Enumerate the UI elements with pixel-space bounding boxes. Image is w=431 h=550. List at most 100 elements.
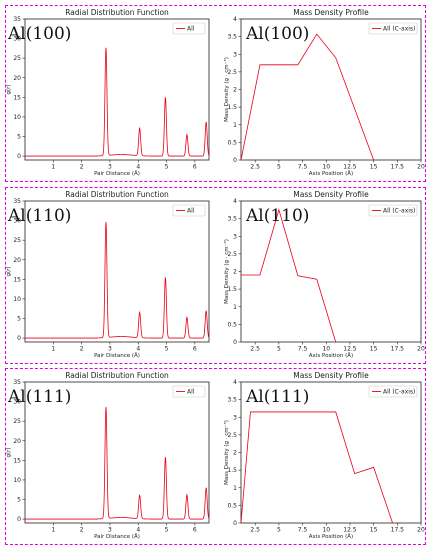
chart-title: Mass Density Profile — [293, 8, 369, 17]
y-tick-label: 25 — [13, 55, 21, 62]
x-tick-label: 3 — [108, 164, 112, 171]
y-tick-label: 35 — [13, 16, 21, 23]
y-axis-label: g(r) — [6, 84, 12, 94]
x-tick-label: 5 — [277, 346, 281, 353]
y-tick-label: 1.5 — [227, 286, 237, 293]
y-tick-label: 35 — [13, 379, 21, 386]
y-tick-label: 3 — [233, 233, 237, 240]
y-tick-label: 20 — [13, 438, 21, 445]
y-tick-label: 2 — [233, 450, 237, 457]
legend-label: All (C-axis) — [383, 208, 415, 215]
series-line — [240, 33, 375, 161]
y-tick-label: 0.5 — [227, 321, 237, 328]
x-tick-label: 12.5 — [343, 527, 357, 534]
y-tick-label: 15 — [13, 457, 21, 464]
y-tick-label: 3.5 — [227, 397, 237, 404]
y-axis-label: Mass Density (g · cm⁻³) — [223, 57, 230, 122]
y-tick-label: 30 — [13, 399, 21, 406]
y-axis-label: Mass Density (g · cm⁻³) — [223, 420, 230, 485]
legend-box — [172, 204, 206, 217]
plot-frame — [24, 381, 210, 524]
series-line — [25, 406, 210, 520]
x-tick-label: 7.5 — [298, 164, 308, 171]
x-tick-label: 1 — [51, 164, 55, 171]
x-tick-label: 17.5 — [391, 164, 405, 171]
y-tick-label: 0.5 — [227, 502, 237, 509]
chart-title: Mass Density Profile — [293, 190, 369, 199]
x-tick-label: 5 — [277, 527, 281, 534]
y-tick-label: 4 — [233, 198, 237, 205]
plot-frame — [24, 200, 210, 343]
x-tick-label: 4 — [136, 164, 140, 171]
y-tick-label: 5 — [17, 134, 21, 141]
x-tick-label: 12.5 — [343, 346, 357, 353]
x-tick-label: 15 — [370, 346, 378, 353]
y-tick-label: 30 — [13, 36, 21, 43]
x-axis-label: Pair Distance (Å) — [94, 352, 140, 359]
x-tick-label: 10 — [322, 527, 330, 534]
x-tick-label: 1 — [51, 346, 55, 353]
y-tick-label: 2 — [233, 269, 237, 276]
y-tick-label: 1.5 — [227, 104, 237, 111]
y-tick-label: 1 — [233, 304, 237, 311]
structure-label: Al(111) — [245, 387, 309, 407]
legend-label: All (C-axis) — [383, 26, 415, 33]
y-tick-label: 5 — [17, 497, 21, 504]
y-tick-label: 10 — [13, 296, 21, 303]
y-tick-label: 0 — [233, 157, 237, 164]
panel-al110 — [5, 187, 426, 364]
x-tick-label: 2.5 — [250, 527, 260, 534]
y-tick-label: 0 — [233, 339, 237, 346]
x-axis-label: Pair Distance (Å) — [94, 533, 140, 540]
y-tick-label: 35 — [13, 198, 21, 205]
y-tick-label: 25 — [13, 237, 21, 244]
structure-label: Al(100) — [7, 24, 71, 44]
y-tick-label: 30 — [13, 218, 21, 225]
legend-label: All — [187, 389, 195, 396]
x-tick-label: 17.5 — [391, 527, 405, 534]
legend-box — [368, 385, 418, 398]
y-tick-label: 1.5 — [227, 467, 237, 474]
x-tick-label: 6 — [193, 164, 197, 171]
x-tick-label: 2.5 — [250, 164, 260, 171]
panel-al100 — [5, 5, 426, 182]
x-tick-label: 2 — [80, 346, 84, 353]
x-tick-label: 20 — [417, 346, 425, 353]
x-axis-label: Axis Position (Å) — [309, 533, 353, 540]
y-tick-label: 5 — [17, 316, 21, 323]
x-tick-label: 2 — [80, 527, 84, 534]
plot-frame — [24, 18, 210, 161]
x-axis-label: Pair Distance (Å) — [94, 170, 140, 177]
legend-box — [172, 22, 206, 35]
legend-box — [172, 385, 206, 398]
structure-label: Al(100) — [245, 24, 309, 44]
y-tick-label: 4 — [233, 16, 237, 23]
structure-label: Al(111) — [7, 387, 71, 407]
x-axis-label: Axis Position (Å) — [309, 170, 353, 177]
x-tick-label: 10 — [322, 346, 330, 353]
legend-label: All — [187, 26, 195, 33]
y-tick-label: 2.5 — [227, 432, 237, 439]
x-tick-label: 5 — [165, 164, 169, 171]
y-tick-label: 10 — [13, 114, 21, 121]
y-tick-label: 15 — [13, 276, 21, 283]
legend-label: All (C-axis) — [383, 389, 415, 396]
x-tick-label: 2.5 — [250, 346, 260, 353]
y-tick-label: 3.5 — [227, 34, 237, 41]
panel-al111 — [5, 368, 426, 545]
x-tick-label: 5 — [165, 346, 169, 353]
y-tick-label: 25 — [13, 418, 21, 425]
y-axis-label: g(r) — [6, 447, 12, 457]
y-tick-label: 3.5 — [227, 216, 237, 223]
chart-title: Radial Distribution Function — [65, 8, 169, 17]
y-tick-label: 20 — [13, 257, 21, 264]
y-tick-label: 4 — [233, 379, 237, 386]
y-tick-label: 15 — [13, 94, 21, 101]
y-tick-label: 3 — [233, 414, 237, 421]
legend-box — [368, 204, 418, 217]
x-tick-label: 6 — [193, 527, 197, 534]
x-tick-label: 15 — [370, 527, 378, 534]
x-tick-label: 5 — [277, 164, 281, 171]
y-tick-label: 10 — [13, 477, 21, 484]
x-tick-label: 15 — [370, 164, 378, 171]
